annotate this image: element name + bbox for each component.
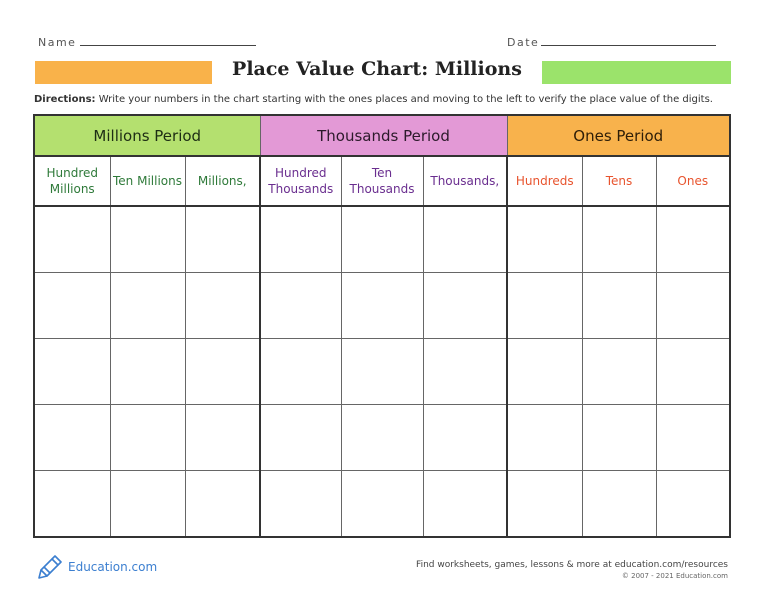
entry-row xyxy=(33,205,731,273)
thousands-period-header: Thousands Period xyxy=(259,114,508,157)
entry-row xyxy=(33,272,731,339)
name-line-blank[interactable] xyxy=(80,45,256,46)
entry-row xyxy=(33,404,731,471)
entry-cell[interactable] xyxy=(655,205,731,273)
place-ten-thousands: Ten Thousands xyxy=(340,155,424,207)
entry-cell[interactable] xyxy=(109,338,186,405)
entry-cell[interactable] xyxy=(184,338,261,405)
entry-cell[interactable] xyxy=(184,404,261,471)
entry-cell[interactable] xyxy=(506,272,583,339)
entry-cell[interactable] xyxy=(259,338,342,405)
place-thousands: Thousands, xyxy=(422,155,508,207)
entry-cell[interactable] xyxy=(340,470,424,538)
entry-cell[interactable] xyxy=(422,470,508,538)
entry-cell[interactable] xyxy=(655,470,731,538)
entry-cell[interactable] xyxy=(581,272,657,339)
logo-text: Education.com xyxy=(68,560,158,574)
entry-cell[interactable] xyxy=(33,404,111,471)
entry-cell[interactable] xyxy=(184,272,261,339)
entry-cell[interactable] xyxy=(506,470,583,538)
entry-cell[interactable] xyxy=(655,404,731,471)
entry-cell[interactable] xyxy=(655,272,731,339)
entry-cell[interactable] xyxy=(109,470,186,538)
entry-row xyxy=(33,338,731,405)
entry-row xyxy=(33,470,731,538)
place-ten-millions: Ten Millions xyxy=(109,155,186,207)
place-hundreds: Hundreds xyxy=(506,155,583,207)
pencil-icon xyxy=(38,555,62,579)
millions-period-header: Millions Period xyxy=(33,114,261,157)
entry-cell[interactable] xyxy=(422,205,508,273)
entry-cell[interactable] xyxy=(506,205,583,273)
entry-cell[interactable] xyxy=(259,205,342,273)
ones-period-header: Ones Period xyxy=(506,114,731,157)
footer-resources-text: Find worksheets, games, lessons & more a… xyxy=(416,560,728,570)
place-tens: Tens xyxy=(581,155,657,207)
entry-cell[interactable] xyxy=(33,272,111,339)
entry-cell[interactable] xyxy=(506,338,583,405)
entry-cell[interactable] xyxy=(259,404,342,471)
entry-cell[interactable] xyxy=(340,205,424,273)
place-hundred-thousands: Hundred Thousands xyxy=(259,155,342,207)
place-hundred-millions: Hundred Millions xyxy=(33,155,111,207)
entry-cell[interactable] xyxy=(109,272,186,339)
entry-cell[interactable] xyxy=(581,338,657,405)
entry-cell[interactable] xyxy=(422,404,508,471)
entry-cell[interactable] xyxy=(340,272,424,339)
entry-cell[interactable] xyxy=(340,404,424,471)
entry-cell[interactable] xyxy=(259,272,342,339)
education-logo[interactable]: Education.com xyxy=(38,555,157,579)
date-line-blank[interactable] xyxy=(541,45,716,46)
directions-label: Directions: xyxy=(34,94,96,105)
title-bar-left xyxy=(35,61,212,84)
entry-cell[interactable] xyxy=(581,205,657,273)
entry-cell[interactable] xyxy=(422,338,508,405)
entry-cell[interactable] xyxy=(581,470,657,538)
entry-cell[interactable] xyxy=(109,205,186,273)
entry-cell[interactable] xyxy=(33,205,111,273)
entry-cell[interactable] xyxy=(33,338,111,405)
entry-cell[interactable] xyxy=(184,470,261,538)
place-millions: Millions, xyxy=(184,155,261,207)
entry-cell[interactable] xyxy=(340,338,424,405)
footer-copyright: © 2007 - 2021 Education.com xyxy=(621,572,728,580)
entry-cell[interactable] xyxy=(506,404,583,471)
name-label: Name xyxy=(38,36,77,49)
date-label: Date xyxy=(507,36,540,49)
place-ones: Ones xyxy=(655,155,731,207)
place-value-table: Millions Period Thousands Period Ones Pe… xyxy=(33,114,731,538)
entry-cell[interactable] xyxy=(33,470,111,538)
entry-cell[interactable] xyxy=(109,404,186,471)
directions-text: Write your numbers in the chart starting… xyxy=(95,94,713,105)
title-bar-right xyxy=(542,61,731,84)
entry-cell[interactable] xyxy=(259,470,342,538)
directions: Directions: Write your numbers in the ch… xyxy=(34,94,713,105)
entry-cell[interactable] xyxy=(422,272,508,339)
page-title: Place Value Chart: Millions xyxy=(232,58,522,80)
entry-cell[interactable] xyxy=(184,205,261,273)
entry-cell[interactable] xyxy=(581,404,657,471)
entry-cell[interactable] xyxy=(655,338,731,405)
